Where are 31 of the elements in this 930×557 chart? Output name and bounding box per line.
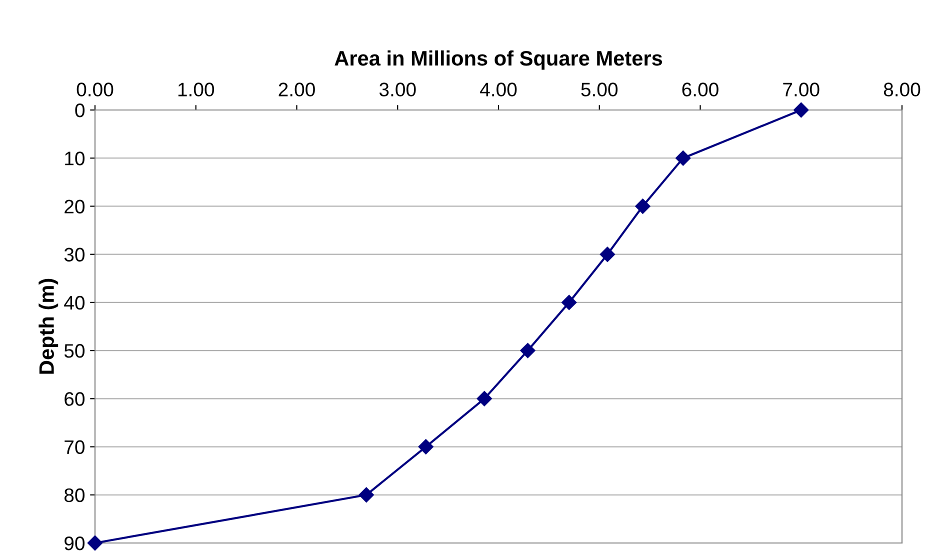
y-tick-label: 30 xyxy=(64,248,85,262)
y-tick-label: 20 xyxy=(64,200,85,214)
y-tick-label: 0 xyxy=(75,103,85,118)
x-tick-label: 7.00 xyxy=(783,82,820,96)
x-tick-label: 1.00 xyxy=(178,82,214,96)
point xyxy=(794,102,809,118)
y-tick-label: 80 xyxy=(64,488,85,502)
y-tick-label: 10 xyxy=(65,152,85,166)
x-tick-label: 4.00 xyxy=(480,82,517,96)
y-axis-title: Depth (m) xyxy=(38,278,58,374)
y-tick-label: 40 xyxy=(64,296,85,310)
point xyxy=(600,246,616,262)
y-tick-label: 50 xyxy=(64,344,85,358)
y-tick-label: 90 xyxy=(64,536,85,550)
y-tick-label: 70 xyxy=(64,440,85,454)
point xyxy=(635,198,650,214)
x-tick-label: 0.00 xyxy=(76,82,114,96)
x-tick-label: 3.00 xyxy=(379,82,416,96)
point xyxy=(358,487,374,502)
point xyxy=(87,535,103,551)
x-tick-label: 6.00 xyxy=(682,82,718,96)
x-tick-label: 2.00 xyxy=(278,82,315,96)
x-tick-label: 5.00 xyxy=(581,82,618,96)
y-tick-label: 60 xyxy=(64,392,85,406)
point xyxy=(476,391,492,406)
point xyxy=(676,150,691,166)
point xyxy=(562,294,577,310)
point xyxy=(418,439,434,454)
point xyxy=(520,342,536,358)
x-tick-label: 8.00 xyxy=(884,82,920,96)
x-axis-title: Area in Millions of Square Meters xyxy=(334,50,662,70)
